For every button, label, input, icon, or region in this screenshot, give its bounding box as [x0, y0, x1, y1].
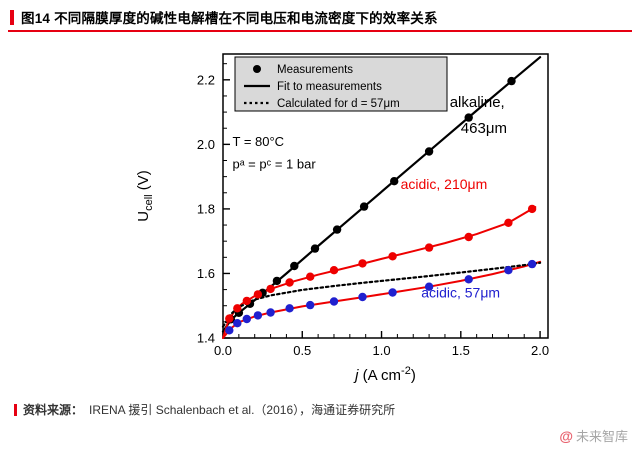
- chart-annotation: alkaline,: [450, 94, 505, 111]
- tick-labels: 0.0 0.5 1.0 1.5 2.0 1.4 1.6 1.8 2.0 2.2: [197, 72, 549, 358]
- x-tick-label: 2.0: [531, 343, 549, 358]
- data-point: [359, 202, 369, 211]
- data-point: [225, 326, 234, 335]
- chart-annotation: T = 80°C: [233, 134, 285, 149]
- chart-annotation: acidic, 57μm: [421, 285, 500, 301]
- data-point: [464, 113, 473, 122]
- data-point: [388, 288, 397, 297]
- data-point: [329, 297, 339, 306]
- source-text: IRENA 援引 Schalenbach et al.（2016），海通证券研究…: [89, 403, 396, 417]
- x-tick-label: 1.0: [372, 343, 390, 358]
- legend-label: Calculated for d = 57μm: [277, 98, 400, 110]
- data-point: [310, 244, 320, 253]
- y-tick-label: 2.2: [197, 72, 215, 87]
- data-point: [253, 311, 263, 320]
- data-point: [272, 276, 282, 286]
- data-point: [527, 204, 537, 214]
- data-point: [358, 259, 367, 268]
- legend-box: [234, 56, 448, 112]
- chart-annotation: pᵃ = pᶜ = 1 bar: [233, 157, 317, 172]
- x-axis-label: j (A cm-2): [353, 365, 416, 384]
- legend-label: Measurements: [277, 64, 353, 76]
- data-point: [507, 76, 516, 86]
- title-accent-bar: [10, 9, 14, 25]
- data-point: [388, 252, 397, 261]
- data-point: [424, 243, 434, 252]
- data-point: [464, 275, 473, 284]
- legend-label: Fit to measurements: [277, 81, 382, 93]
- series-calculated-d-57um: [221, 261, 542, 328]
- data-point: [329, 266, 339, 275]
- source-accent-bar: [14, 403, 17, 416]
- data-point: [424, 147, 434, 156]
- data-point: [290, 261, 299, 271]
- data-point: [253, 290, 263, 299]
- data-point: [225, 314, 234, 323]
- y-tick-label: 1.6: [197, 266, 215, 281]
- figure-header: 图14 不同隔膜厚度的碱性电解槽在不同电压和电流密度下的效率关系: [10, 7, 438, 27]
- series-meas-acidic-210um: [225, 204, 537, 323]
- data-point: [306, 272, 315, 281]
- series-fit-acidic-57um: [222, 260, 542, 339]
- source-row: 资料来源： IRENA 援引 Schalenbach et al.（2016），…: [14, 401, 395, 418]
- source-label: 资料来源：: [23, 403, 84, 417]
- data-point: [242, 296, 251, 306]
- data-point: [285, 278, 294, 287]
- watermark-text: 未来智库: [575, 429, 628, 444]
- x-tick-label: 1.5: [452, 343, 470, 358]
- y-tick-label: 1.8: [197, 201, 215, 216]
- data-point: [424, 282, 434, 291]
- data-point: [306, 300, 315, 310]
- x-tick-label: 0.0: [214, 343, 232, 358]
- data-point: [233, 304, 242, 313]
- legend-dot-marker: [253, 65, 261, 73]
- y-tick-label: 2.0: [197, 137, 215, 152]
- series-meas-acidic-57um: [225, 259, 537, 335]
- data-point: [527, 259, 537, 269]
- data-point: [285, 304, 294, 313]
- watermark-logo-icon: @: [559, 427, 573, 444]
- watermark: @ 未来智库: [559, 426, 628, 445]
- legend: Measurements Fit to measurements Calculate…: [234, 56, 448, 112]
- data-point: [332, 225, 342, 234]
- data-point: [233, 319, 242, 328]
- data-point: [390, 177, 399, 186]
- x-tick-label: 0.5: [293, 343, 311, 358]
- data-point: [504, 218, 513, 227]
- data-point: [504, 266, 513, 275]
- data-point: [266, 308, 275, 317]
- chart-annotation: acidic, 210μm: [401, 176, 488, 192]
- data-point: [242, 314, 251, 324]
- data-point: [266, 284, 275, 294]
- chart-container: 0.0 0.5 1.0 1.5 2.0 1.4 1.6 1.8 2.0 2.2 j (A cm-2)…: [118, 40, 578, 392]
- data-point: [464, 232, 473, 242]
- data-point: [358, 292, 367, 302]
- y-tick-label: 1.4: [197, 331, 215, 346]
- y-axis-label: Ucell (V): [135, 170, 155, 222]
- chart-annotation: 463μm: [461, 120, 507, 137]
- electrolyzer-efficiency-chart: 0.0 0.5 1.0 1.5 2.0 1.4 1.6 1.8 2.0 2.2 j (A cm-2)…: [135, 53, 549, 384]
- title-underline: [8, 30, 632, 32]
- figure-title: 图14 不同隔膜厚度的碱性电解槽在不同电压和电流密度下的效率关系: [21, 11, 438, 26]
